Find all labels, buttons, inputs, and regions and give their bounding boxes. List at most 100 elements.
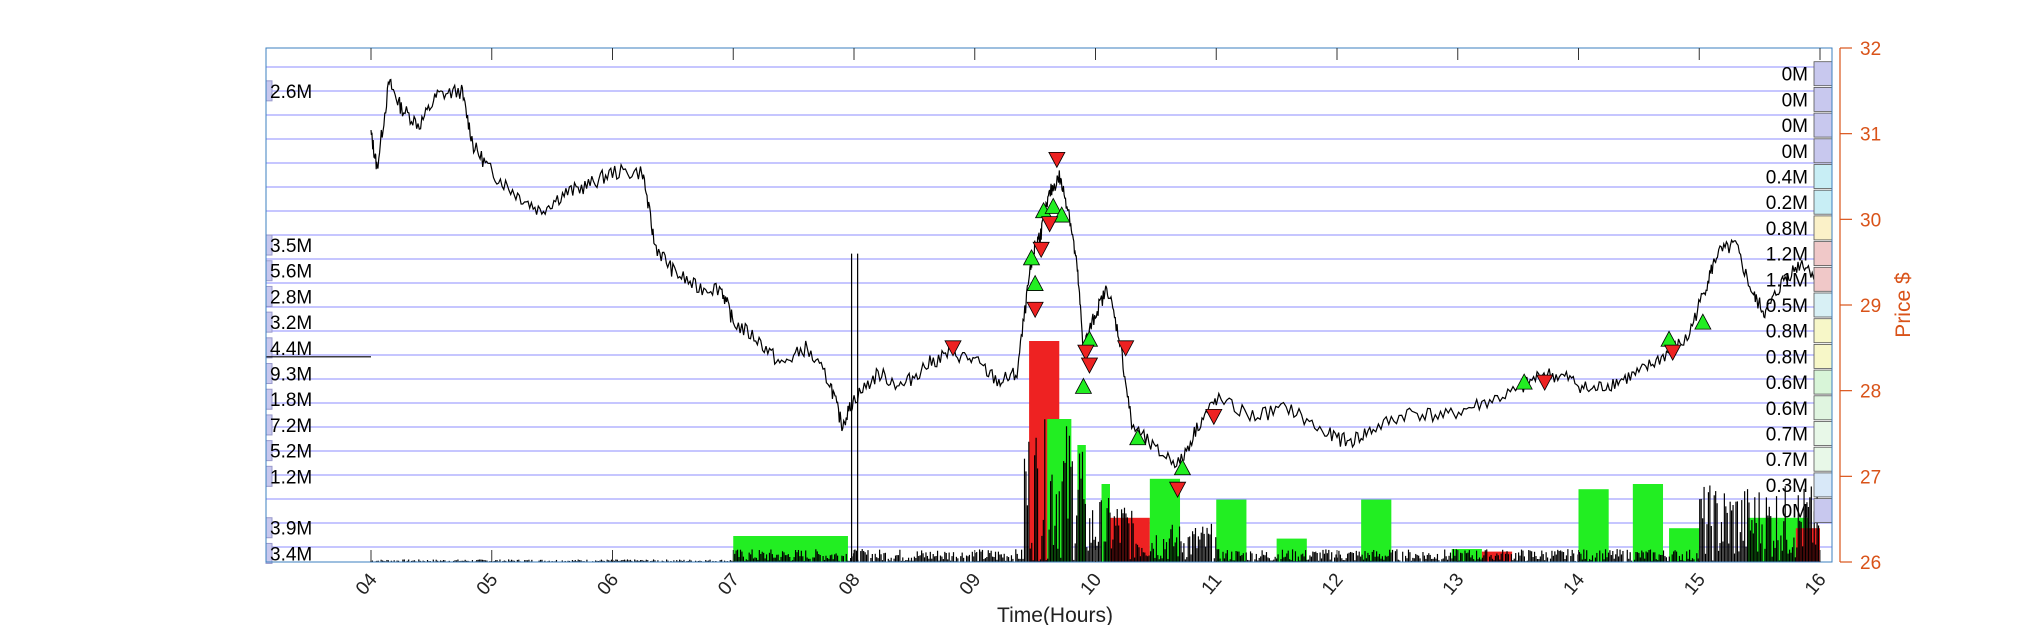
x-tick-label: 14 — [1559, 569, 1589, 599]
x-tick-label: 13 — [1439, 570, 1469, 600]
y-tick-label: 26 — [1860, 553, 1881, 574]
sell-signal-marker — [1205, 408, 1223, 426]
buy-signal-marker — [1694, 313, 1712, 330]
plot-frame — [265, 47, 1833, 563]
right-profile-bar — [1813, 241, 1833, 267]
buy-signal-marker — [1044, 197, 1062, 214]
right-profile-label: 0.3M — [1766, 476, 1808, 497]
left-profile-label: 3.9M — [270, 519, 312, 540]
right-profile-label: 0.6M — [1766, 373, 1808, 394]
right-profile-bar — [1813, 395, 1833, 421]
volume-bar — [1276, 538, 1307, 562]
right-profile-label: 0.8M — [1766, 347, 1808, 368]
x-tick-label: 12 — [1318, 570, 1348, 600]
left-volume-profile: 2.6M 3.5M 5.6M 2.8M 3.2M 4.4M 9.3M 1.8M 7.2M 5.2M… — [265, 80, 371, 565]
volume-bar — [1077, 445, 1086, 562]
volume-bar — [1578, 489, 1609, 562]
buy-signal-marker — [1053, 206, 1071, 223]
right-profile-label: 0.6M — [1766, 399, 1808, 420]
buy-signal-marker — [1022, 249, 1041, 266]
left-profile-label: 2.6M — [270, 82, 312, 103]
right-profile-label: 1.2M — [1766, 245, 1808, 266]
left-profile-label: 1.2M — [270, 467, 312, 488]
left-profile-label: 5.2M — [270, 442, 312, 463]
price-line-layer — [370, 78, 1821, 469]
right-profile-bar — [1813, 343, 1833, 369]
right-profile-bar — [1813, 164, 1833, 189]
volume-bar — [1216, 499, 1247, 562]
buy-signal-marker — [1129, 428, 1147, 446]
left-profile-label: 3.2M — [270, 313, 312, 334]
right-profile-bar — [1813, 472, 1833, 498]
right-profile-label: 0.7M — [1766, 450, 1808, 471]
right-profile-label: 0M — [1782, 142, 1808, 163]
sell-signal-marker — [1080, 357, 1099, 374]
y-tick-label: 32 — [1860, 39, 1881, 60]
left-profile-label: 3.5M — [270, 236, 312, 257]
right-profile-bar — [1813, 266, 1833, 292]
left-profile-label: 7.2M — [270, 416, 312, 437]
buy-signal-marker — [1660, 330, 1678, 347]
right-profile-bar — [1813, 292, 1833, 318]
left-profile-label: 1.8M — [270, 390, 312, 411]
x-tick-label: 07 — [714, 570, 744, 600]
x-tick-label: 04 — [352, 569, 382, 599]
right-profile-bar — [1813, 61, 1833, 87]
x-tick-label: 09 — [956, 570, 986, 600]
x-tick-label: 15 — [1680, 570, 1710, 600]
right-profile-label: 0.4M — [1766, 168, 1808, 189]
right-profile-bar — [1813, 421, 1833, 446]
left-profile-label: 3.4M — [270, 544, 312, 565]
left-profile-label: 5.6M — [270, 262, 312, 283]
right-profile-label: 0.8M — [1766, 322, 1808, 343]
right-profile-label: 0M — [1782, 90, 1808, 111]
x-tick-label: 05 — [473, 570, 503, 600]
sell-signal-marker — [1536, 374, 1554, 391]
x-tick-label: 08 — [835, 570, 865, 600]
x-tick-label: 11 — [1198, 570, 1227, 599]
volume-bar — [1632, 484, 1664, 562]
sell-signal-marker — [1664, 344, 1682, 361]
left-profile-label: 9.3M — [270, 365, 312, 386]
right-profile-bar — [1813, 189, 1833, 215]
buy-signal-marker — [1074, 377, 1093, 394]
right-profile-label: 0M — [1782, 502, 1808, 523]
price-line — [370, 78, 1821, 469]
volume-bars — [370, 253, 1820, 562]
right-profile-label: 0M — [1782, 65, 1808, 86]
right-profile-label: 0.2M — [1766, 193, 1808, 214]
volume-bar — [1101, 484, 1110, 562]
sell-signal-marker — [1026, 301, 1044, 319]
right-profile-bar — [1813, 112, 1833, 138]
right-y-axis: 32 31 30 29 28 27 26 — [1839, 39, 1881, 574]
x-axis-title: Time(Hours) — [997, 604, 1113, 625]
buy-signal-marker — [1080, 330, 1099, 347]
x-tick-label: 10 — [1076, 570, 1106, 600]
right-profile-bar — [1813, 87, 1833, 112]
right-profile-label: 0.8M — [1766, 219, 1808, 240]
sell-signal-marker — [944, 340, 962, 357]
buy-signal-marker — [1026, 274, 1044, 291]
sell-signal-marker — [1077, 344, 1095, 361]
buy-signal-marker — [1173, 458, 1192, 476]
y-tick-label: 31 — [1860, 125, 1881, 146]
sell-signal-marker — [1032, 241, 1050, 259]
y-axis-title: Price $ — [1892, 272, 1915, 338]
right-profile-label: 0.5M — [1766, 296, 1808, 317]
x-tick-label: 16 — [1801, 570, 1831, 600]
left-profile-label: 4.4M — [270, 339, 312, 360]
right-profile-label: 1.1M — [1766, 270, 1808, 291]
right-profile-bar — [1813, 318, 1833, 344]
right-volume-profile: 0M 0M 0M 0M 0.4M 0.2M 0.8M 1.2M 1.1M 0.5M 0.8M 0.8M… — [1766, 61, 1833, 524]
y-tick-label: 29 — [1860, 296, 1881, 317]
right-profile-bar — [1813, 215, 1833, 241]
buy-signal-marker — [1515, 373, 1533, 390]
y-tick-label: 28 — [1860, 382, 1881, 403]
right-profile-bar — [1813, 498, 1833, 524]
sell-signal-marker — [1117, 340, 1135, 357]
right-profile-bar — [1813, 446, 1833, 472]
left-profile-label: 2.8M — [270, 287, 312, 308]
volume-bar — [1747, 517, 1778, 562]
sell-signal-marker — [1168, 481, 1187, 499]
